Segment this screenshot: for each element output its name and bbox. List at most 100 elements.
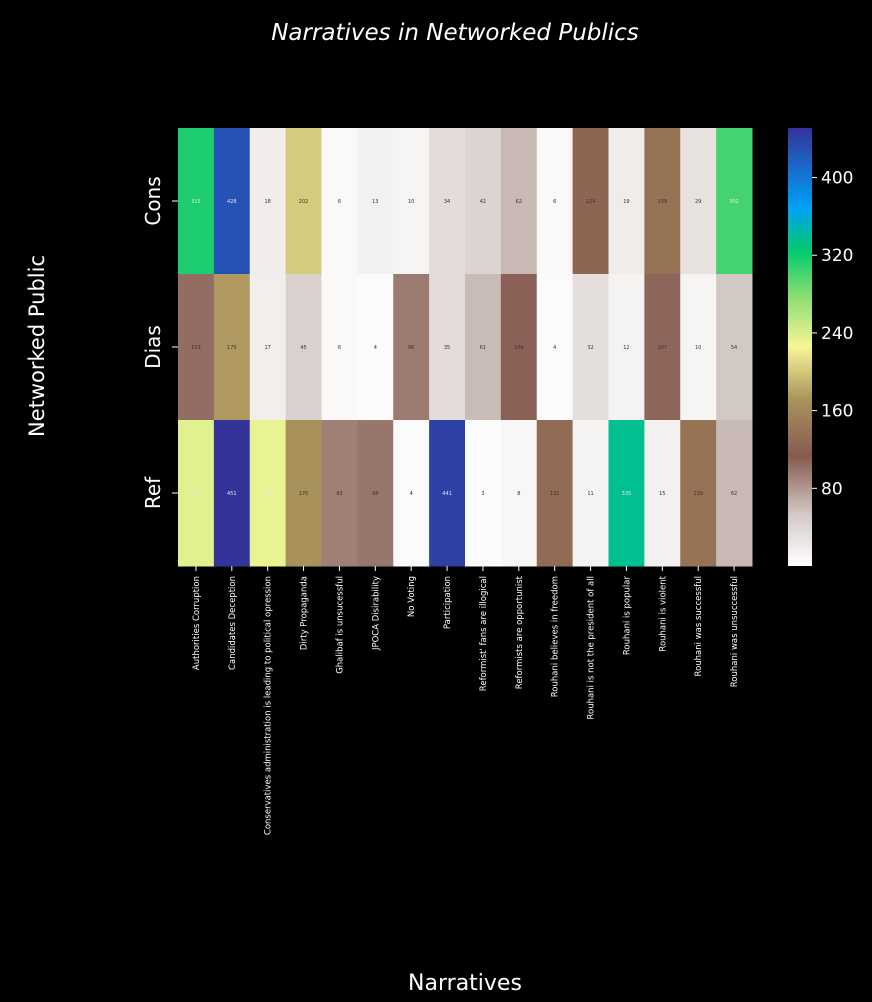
heatmap-cell	[536, 420, 574, 567]
y-axis-title: Networked Public	[25, 255, 49, 437]
cell-value-label: 11	[587, 491, 593, 497]
column-label: Reformists are opportunist	[515, 575, 525, 689]
heatmap-cell	[393, 420, 430, 567]
heatmap-cell	[357, 274, 394, 421]
heatmap-cell	[500, 274, 538, 421]
cell-value-label: 109	[514, 345, 524, 351]
cell-value-label: 6	[338, 199, 341, 205]
cell-value-label: 202	[299, 199, 309, 205]
heatmap-cell	[178, 420, 215, 567]
cell-value-label: 62	[731, 491, 737, 497]
cell-value-label: 96	[408, 345, 414, 351]
cell-value-label: 302	[729, 199, 739, 205]
column-label: Rouhani is popular	[622, 576, 632, 656]
cell-value-label: 8	[517, 491, 520, 497]
cell-value-label: 139	[658, 199, 668, 205]
column-labels: Authorities Corruption Candidates Decepti…	[192, 566, 740, 835]
heatmap-cell	[465, 128, 502, 275]
heatmap-cell	[321, 420, 358, 567]
cell-value-label: 170	[299, 491, 309, 497]
heatmap-cell	[716, 274, 753, 421]
heatmap-cell	[644, 128, 681, 275]
cell-value-label: 98	[372, 491, 378, 497]
cell-value-label: 124	[586, 199, 596, 205]
cell-value-label: 15	[659, 491, 665, 497]
cell-value-label: 103	[191, 345, 201, 351]
heatmap-cell	[608, 274, 645, 421]
heatmap-cell	[178, 274, 215, 421]
colorbar-gradient	[788, 128, 812, 566]
cell-value-label: 6	[338, 345, 341, 351]
heatmap-cell	[285, 128, 322, 275]
heatmap-cell	[608, 128, 645, 275]
column-label: JPOCA Disirability	[371, 576, 381, 651]
heatmap-cell	[608, 420, 645, 567]
cell-value-label: 10	[408, 199, 414, 205]
heatmap-cell	[249, 420, 287, 567]
colorbar-tick-label: 400	[821, 169, 853, 189]
heatmap-cell	[644, 420, 681, 567]
column-label: Authorities Corruption	[192, 576, 202, 670]
cell-value-label: 4	[410, 491, 413, 497]
cell-value-label: 441	[442, 491, 452, 497]
heatmap-cell	[213, 128, 251, 275]
heatmap-cell	[429, 274, 466, 421]
heatmap-cell	[500, 420, 538, 567]
cell-value-label: 32	[587, 345, 593, 351]
heatmap-cell	[716, 420, 753, 567]
cell-value-label: 4	[553, 345, 556, 351]
cell-value-label: 335	[622, 491, 632, 497]
heatmap-cell	[357, 128, 394, 275]
heatmap-cell	[321, 128, 358, 275]
heatmap-cell	[680, 274, 717, 421]
heatmap-cell	[429, 420, 466, 567]
cell-value-label: 42	[480, 199, 486, 205]
heatmap-cell	[393, 274, 430, 421]
heatmap-cell	[716, 128, 753, 275]
cell-value-label: 12	[623, 345, 629, 351]
heatmap-cell	[357, 420, 394, 567]
cell-value-label: 232	[263, 491, 273, 497]
heatmap-cell	[536, 274, 574, 421]
cell-value-label: 35	[444, 345, 450, 351]
column-label: Dirty Propaganda	[300, 576, 310, 650]
cell-value-label: 45	[300, 345, 306, 351]
heatmap-cell	[393, 128, 430, 275]
row-label: Ref	[141, 476, 165, 509]
heatmap-cell	[572, 420, 609, 567]
cell-value-label: 139	[693, 491, 703, 497]
heatmap-cell	[285, 274, 322, 421]
cell-value-label: 13	[372, 199, 378, 205]
heatmap-cell	[285, 420, 322, 567]
row-labels: Cons Dias Ref	[141, 176, 178, 509]
heatmap-cell	[536, 128, 574, 275]
heatmap-cell	[178, 128, 215, 275]
cell-value-label: 93	[336, 491, 342, 497]
cell-value-label: 17	[265, 345, 271, 351]
column-label: Rouhani was successful	[694, 576, 704, 676]
column-label: Conservatives administration is leading …	[264, 576, 274, 835]
heatmap-cell	[572, 128, 609, 275]
cell-value-label: 175	[227, 345, 237, 351]
row-label: Dias	[141, 325, 165, 369]
cell-value-label: 62	[516, 199, 522, 205]
column-label: Participation	[443, 576, 453, 629]
cell-value-label: 131	[550, 491, 560, 497]
cell-value-label: 451	[227, 491, 237, 497]
column-label: Rouhani believes in freedom	[551, 576, 561, 697]
chart-title: Narratives in Networked Publics	[271, 20, 639, 46]
cell-value-label: 34	[444, 199, 450, 205]
heatmap-cell	[321, 274, 358, 421]
row-label: Cons	[141, 176, 165, 225]
colorbar-tick-label: 240	[821, 324, 853, 344]
column-label: Reformist' fans are illogical	[479, 576, 489, 691]
cell-value-label: 428	[227, 199, 237, 205]
column-label: Rouhani is not the president of all	[587, 576, 597, 720]
cell-value-label: 107	[658, 345, 668, 351]
cell-value-label: 315	[191, 199, 201, 205]
cell-value-label: 18	[265, 199, 271, 205]
cell-value-label: 10	[695, 345, 701, 351]
colorbar: 80 160 240 320 400	[788, 128, 853, 566]
column-label: Rouhani is violent	[658, 575, 668, 651]
